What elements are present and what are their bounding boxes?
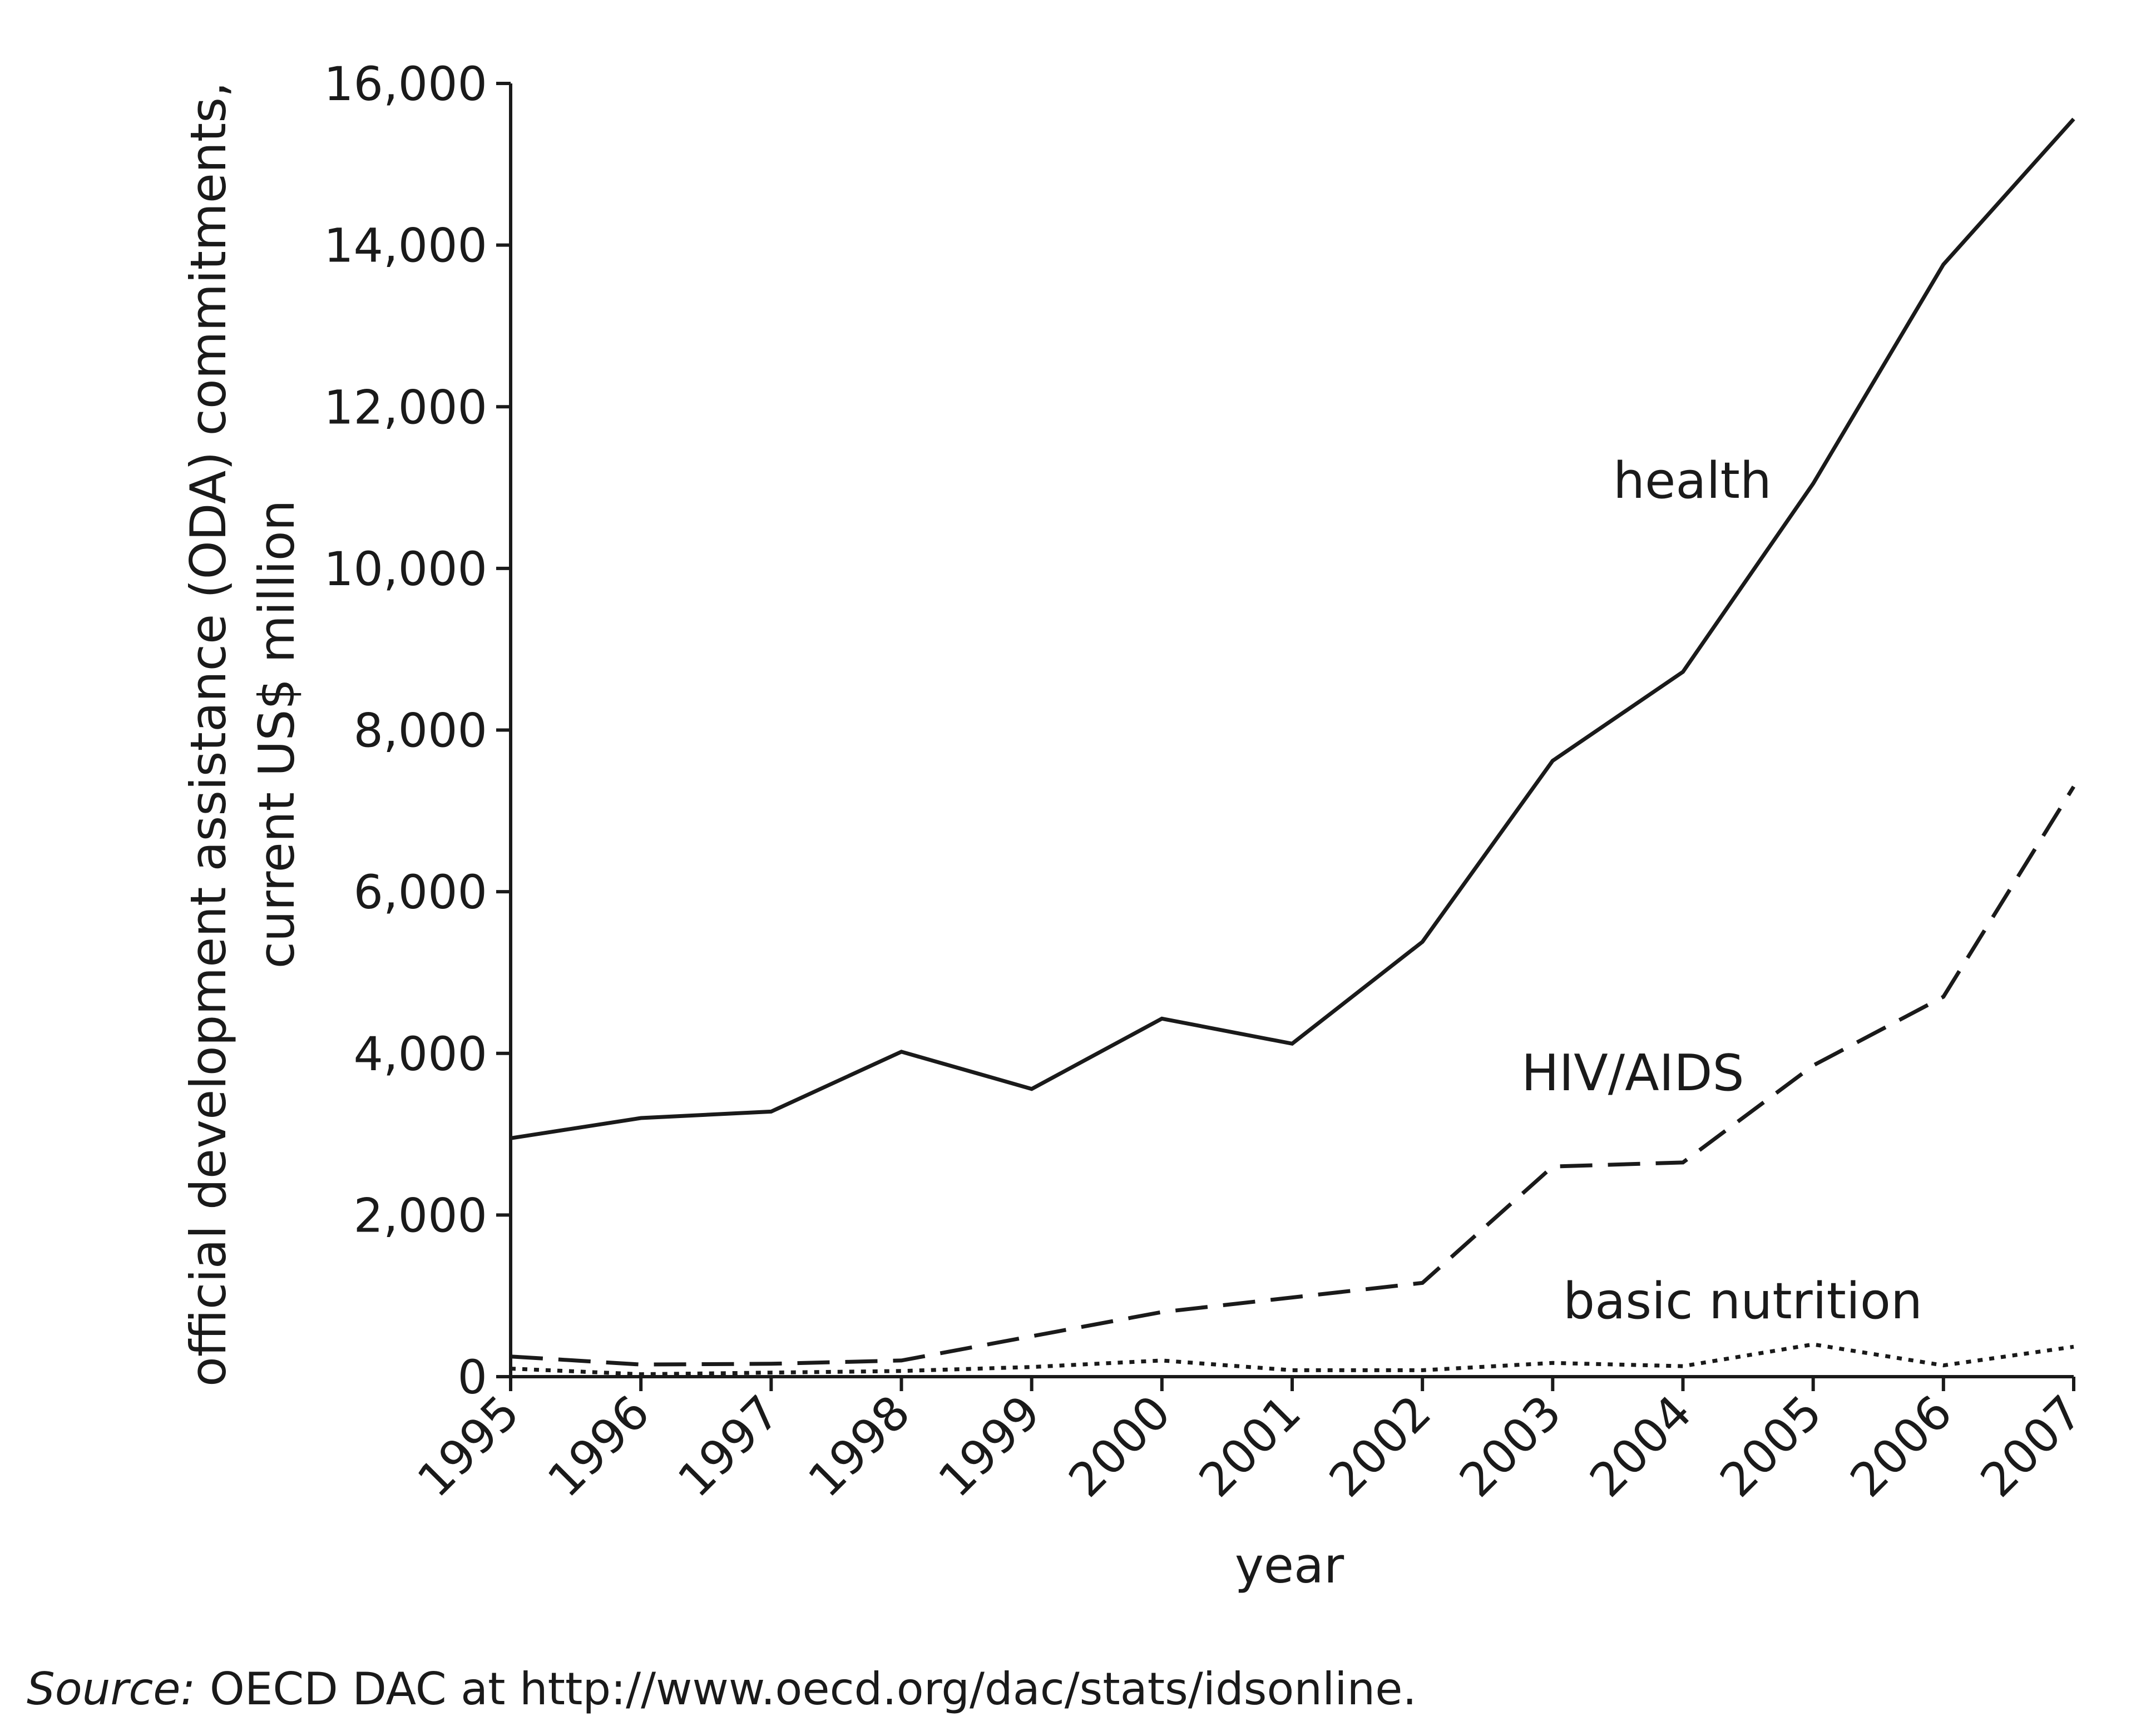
y-axis-title-line-2: current US$ million xyxy=(248,500,305,969)
series-line-hiv-aids xyxy=(510,785,2075,1367)
source-label: Source: xyxy=(27,1663,196,1715)
chart-axes xyxy=(509,83,2074,1378)
series-label-basic-nutrition: basic nutrition xyxy=(1563,1272,1922,1331)
x-tick-label: 1998 xyxy=(798,1385,920,1507)
series-line-health xyxy=(510,117,2075,1140)
x-tick-label: 1996 xyxy=(537,1385,660,1507)
y-axis-title-line-1: official development assistance (ODA) co… xyxy=(180,82,237,1387)
series-lines xyxy=(510,117,2075,1377)
series-label-hiv-aids: HIV/AIDS xyxy=(1521,1044,1744,1102)
series-labels: health HIV/AIDS basic nutrition xyxy=(1521,452,1922,1331)
x-tick-label: 2000 xyxy=(1059,1385,1181,1507)
series-label-health: health xyxy=(1613,452,1772,510)
x-tick-label: 2007 xyxy=(1970,1385,2093,1507)
x-tick-label: 2004 xyxy=(1579,1385,1702,1507)
y-tick-label: 2,000 xyxy=(354,1188,487,1243)
x-axis-ticks: 1995 1996 1997 1998 1999 2000 2001 2002 2003 2004… xyxy=(407,1377,2093,1507)
y-tick-label: 14,000 xyxy=(324,219,487,273)
y-tick-label: 0 xyxy=(458,1350,487,1404)
source-text: OECD DAC at http://www.oecd.org/dac/stat… xyxy=(195,1663,1417,1715)
oda-line-chart: 0 2,000 4,000 6,000 8,000 10,000 12,000 14,000 1… xyxy=(180,57,2093,1594)
y-tick-label: 6,000 xyxy=(354,865,487,919)
source-note: Source: OECD DAC at http://www.oecd.org/… xyxy=(27,1663,1417,1715)
y-tick-label: 8,000 xyxy=(354,704,487,758)
x-axis-title: year xyxy=(1235,1537,1344,1594)
x-tick-label: 1997 xyxy=(668,1385,790,1507)
x-tick-label: 2003 xyxy=(1449,1385,1571,1507)
x-tick-label: 2006 xyxy=(1840,1385,1962,1507)
x-tick-label: 2001 xyxy=(1189,1385,1311,1507)
y-tick-label: 10,000 xyxy=(324,542,487,596)
x-tick-label: 1999 xyxy=(928,1385,1050,1507)
y-axis-ticks: 0 2,000 4,000 6,000 8,000 10,000 12,000 14,000 1… xyxy=(324,57,511,1404)
x-tick-label: 2002 xyxy=(1319,1385,1441,1507)
y-tick-label: 16,000 xyxy=(324,57,487,111)
y-tick-label: 12,000 xyxy=(324,380,487,434)
y-tick-label: 4,000 xyxy=(354,1027,487,1081)
series-line-basic-nutrition xyxy=(510,1342,2074,1377)
x-tick-label: 2005 xyxy=(1709,1385,1832,1507)
